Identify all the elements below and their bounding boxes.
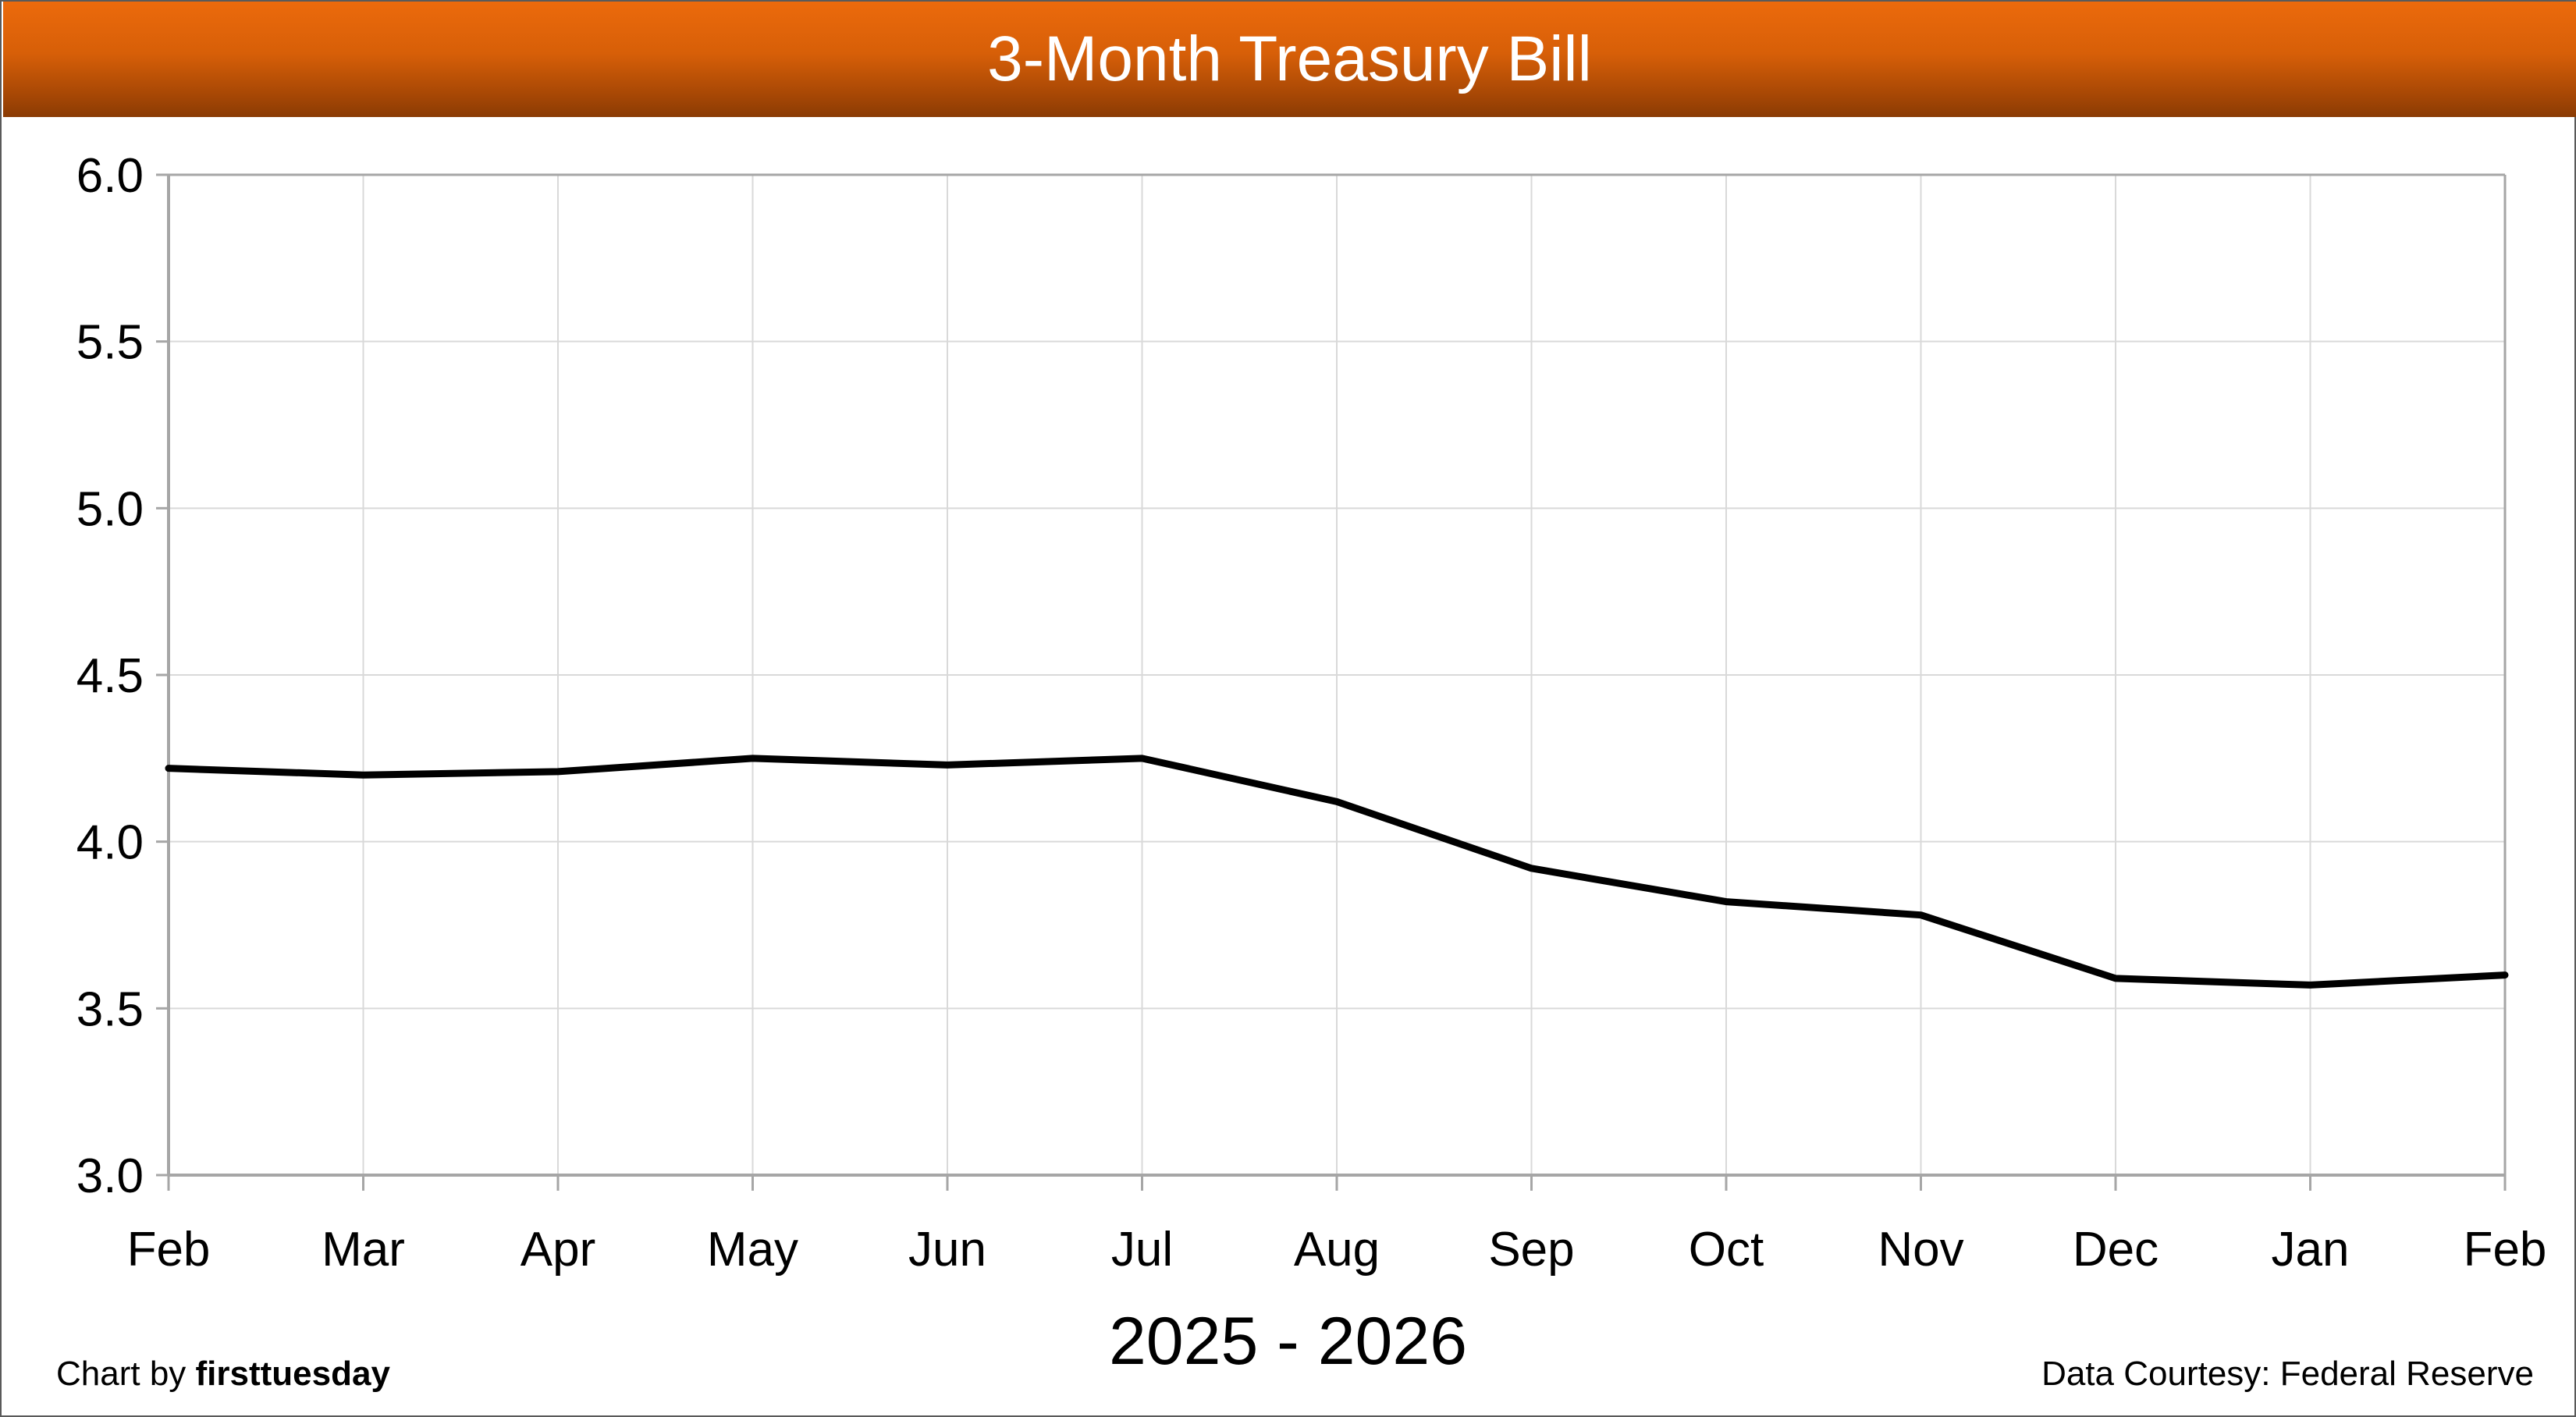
y-tick-label: 5.0 bbox=[76, 482, 144, 536]
x-tick-label: Apr bbox=[521, 1223, 595, 1277]
tick-labels: 3.0 3.5 4.0 4.5 5.0 5.5 6.0 Feb Mar Apr May Jun Jul A… bbox=[76, 149, 2547, 1277]
x-tick-label: Nov bbox=[1878, 1223, 1963, 1277]
y-tick-label: 6.0 bbox=[76, 149, 144, 203]
x-tick-label: Dec bbox=[2073, 1223, 2159, 1277]
x-tick-label: Jan bbox=[2272, 1223, 2350, 1277]
y-tick-label: 5.5 bbox=[76, 316, 144, 370]
x-tick-label: Feb bbox=[127, 1223, 211, 1277]
grid-lines bbox=[168, 174, 2506, 1176]
credit-left: Chart by firsttuesday bbox=[56, 1355, 390, 1394]
x-tick-label: Oct bbox=[1689, 1223, 1764, 1277]
x-tick-label: Aug bbox=[1294, 1223, 1380, 1277]
x-tick-label: May bbox=[707, 1223, 798, 1277]
y-tick-label: 3.5 bbox=[76, 982, 144, 1036]
credit-right: Data Courtesy: Federal Reserve bbox=[2041, 1355, 2534, 1393]
credit-left-prefix: Chart by bbox=[56, 1355, 196, 1393]
y-tick-label: 3.0 bbox=[76, 1149, 144, 1203]
title-bar: 3-Month Treasury Bill bbox=[3, 2, 2576, 117]
axes bbox=[156, 173, 2507, 1191]
series-layer bbox=[165, 755, 2509, 989]
y-tick-label: 4.5 bbox=[76, 649, 144, 703]
x-tick-label: Jun bbox=[908, 1223, 986, 1277]
chart-title: 3-Month Treasury Bill bbox=[987, 23, 1592, 94]
x-tick-label: Jul bbox=[1111, 1223, 1173, 1277]
series-line bbox=[165, 755, 2509, 989]
x-axis-title: 2025 - 2026 bbox=[1108, 1304, 1468, 1379]
credit-brand: firsttuesday bbox=[195, 1355, 390, 1393]
x-tick-label: Feb bbox=[2464, 1223, 2547, 1277]
y-tick-label: 4.0 bbox=[76, 816, 144, 870]
x-tick-label: Sep bbox=[1488, 1223, 1574, 1277]
x-tick-label: Mar bbox=[322, 1223, 405, 1277]
